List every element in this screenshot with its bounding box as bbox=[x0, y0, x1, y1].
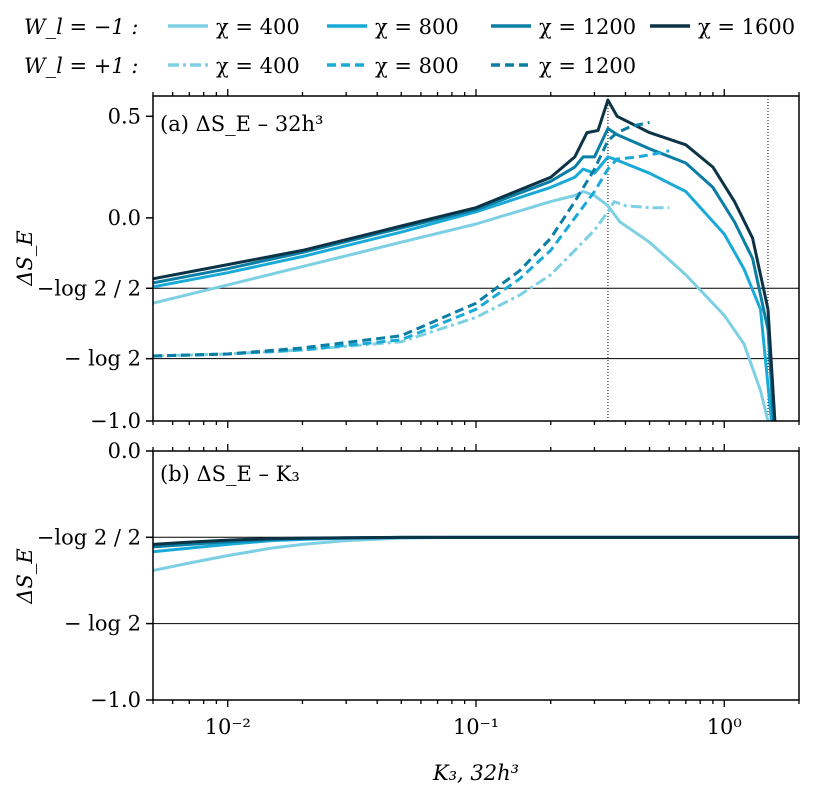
legend-entry-label: χ = 800 bbox=[375, 54, 459, 78]
x-tick-label: 10⁻² bbox=[205, 715, 251, 739]
legend-entry-label: χ = 800 bbox=[375, 15, 459, 39]
series-line bbox=[153, 535, 799, 546]
series-line bbox=[153, 127, 776, 421]
panel-a: 0.5 0.0 −log 2 / 2 − log 2 −1.0 (a) ΔS_E – 3… bbox=[13, 89, 800, 433]
y-tick-label: −1.0 bbox=[90, 688, 141, 712]
x-tick-label: 10⁻¹ bbox=[453, 715, 499, 739]
series-line bbox=[153, 190, 770, 421]
y-tick-label: 0.5 bbox=[108, 104, 141, 128]
y-axis-label: ΔS_E bbox=[13, 230, 37, 286]
legend-entry-label: χ = 1200 bbox=[539, 15, 636, 39]
y-tick-label: −1.0 bbox=[90, 409, 141, 433]
legend-row-label: W_l = +1 : bbox=[24, 54, 138, 78]
y-tick-label: −log 2 / 2 bbox=[37, 276, 141, 300]
plot-frame bbox=[152, 95, 800, 422]
y-tick-label: 0.0 bbox=[108, 439, 141, 463]
legend-row-label: W_l = −1 : bbox=[24, 15, 138, 39]
y-tick-label: −log 2 / 2 bbox=[37, 525, 141, 549]
y-tick-label: − log 2 bbox=[64, 612, 141, 636]
legend-entry-label: χ = 1600 bbox=[698, 15, 795, 39]
panel-label: (a) ΔS_E – 32h³ bbox=[160, 112, 323, 136]
x-axis-label: K₃, 32h³ bbox=[432, 761, 519, 785]
legend-entry-label: χ = 400 bbox=[216, 15, 300, 39]
legend: W_l = −1 : W_l = +1 : χ = 400 χ = 800 χ = … bbox=[24, 15, 795, 78]
series-line bbox=[153, 149, 670, 358]
legend-entry-label: χ = 400 bbox=[216, 54, 300, 78]
plot-frame bbox=[152, 450, 800, 701]
x-tick-label: 10⁰ bbox=[707, 715, 742, 739]
series-line bbox=[153, 98, 777, 421]
y-tick-label: 0.0 bbox=[108, 206, 141, 230]
panel-label: (b) ΔS_E – K₃ bbox=[160, 462, 300, 486]
panel-b: 0.0 −log 2 / 2 − log 2 −1.0 10⁻² 10⁻¹ 10⁰ (b) … bbox=[13, 439, 800, 785]
y-axis-label: ΔS_E bbox=[13, 548, 37, 604]
legend-entry-label: χ = 1200 bbox=[539, 54, 636, 78]
series-line bbox=[153, 155, 773, 421]
y-tick-label: − log 2 bbox=[64, 347, 141, 371]
